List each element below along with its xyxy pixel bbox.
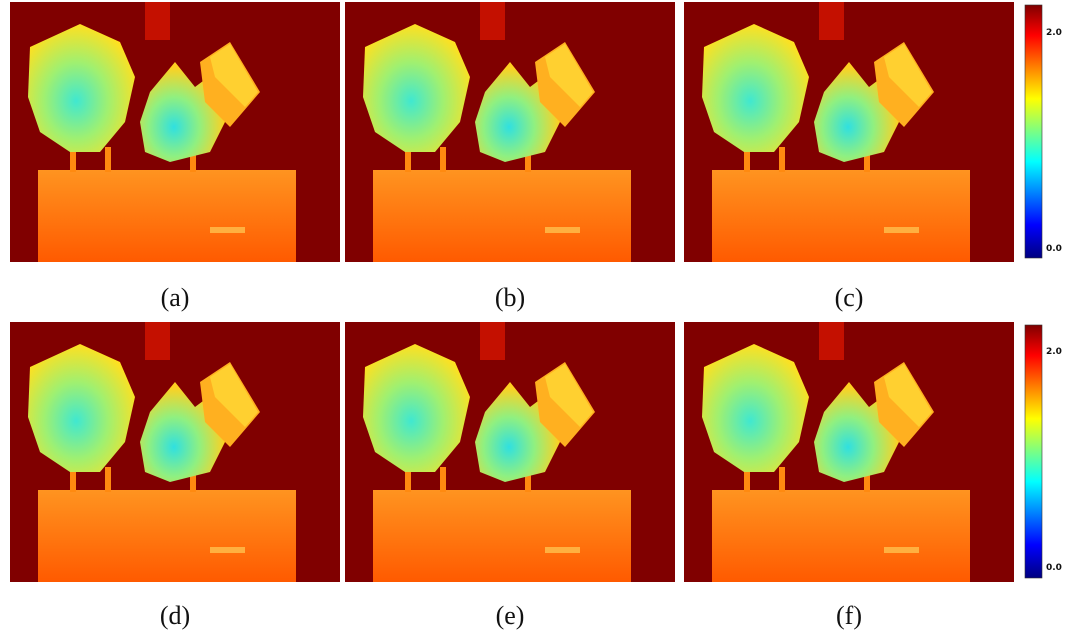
panel-a (10, 2, 340, 262)
panel-e (345, 322, 675, 582)
colorbar-label: 0.0 (1046, 563, 1062, 573)
caption: (e) (496, 601, 525, 630)
colorbar-label: 0.0 (1046, 244, 1062, 254)
panel-f (684, 322, 1014, 582)
panel-c (684, 2, 1014, 262)
colorbar-label: 2.0 (1046, 28, 1062, 38)
caption: (d) (160, 601, 190, 630)
colorbar (1024, 4, 1043, 259)
caption: (f) (836, 601, 862, 630)
panel-b (345, 2, 675, 262)
caption: (b) (495, 283, 525, 312)
colorbar-label: 2.0 (1046, 347, 1062, 357)
panel-d (10, 322, 340, 582)
caption: (a) (161, 283, 190, 312)
colorbar (1024, 324, 1043, 579)
caption: (c) (835, 283, 864, 312)
